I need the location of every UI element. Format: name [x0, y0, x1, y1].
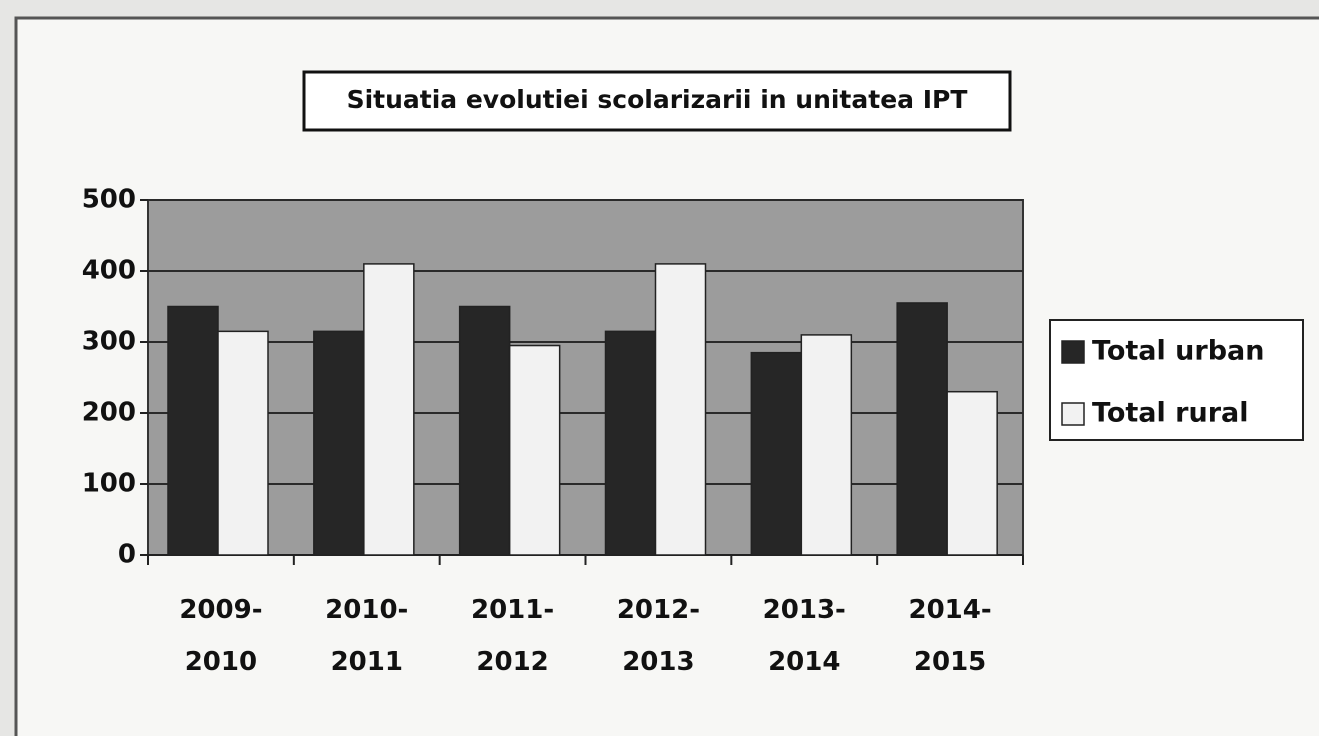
x-tick-label: 2014-2015: [909, 595, 992, 677]
bar: [217, 330, 269, 556]
legend-label: Total rural: [1092, 398, 1249, 429]
x-tick-label: 2011-2012: [471, 595, 554, 677]
y-tick-label: 300: [82, 327, 136, 357]
bar: [313, 330, 365, 556]
y-tick-label: 0: [118, 540, 136, 570]
bar: [604, 330, 657, 556]
legend-swatch: [1061, 402, 1085, 426]
x-tick-label: 2009-2010: [179, 595, 262, 677]
bar: [896, 302, 948, 556]
bar: [750, 351, 803, 556]
bar: [363, 263, 415, 556]
chart-title: Situatia evolutiei scolarizarii in unita…: [347, 85, 968, 114]
bar: [458, 305, 511, 556]
x-tick-label: 2013-2014: [763, 595, 846, 677]
y-tick-label: 500: [82, 185, 136, 215]
legend-box: [1049, 319, 1304, 441]
plot-area: [147, 199, 1024, 556]
y-tick-label: 200: [82, 398, 136, 428]
bar: [508, 344, 561, 556]
legend-swatch: [1061, 340, 1085, 364]
y-tick-label: 400: [82, 256, 136, 286]
legend-label: Total urban: [1092, 336, 1264, 367]
title-box: [302, 70, 1012, 132]
bar: [167, 305, 219, 556]
y-tick-label: 100: [82, 469, 136, 499]
bar: [800, 334, 853, 556]
x-tick-label: 2012-2013: [617, 595, 700, 677]
bar: [654, 263, 707, 556]
bar: [946, 390, 998, 556]
x-tick-label: 2010-2011: [325, 595, 408, 677]
